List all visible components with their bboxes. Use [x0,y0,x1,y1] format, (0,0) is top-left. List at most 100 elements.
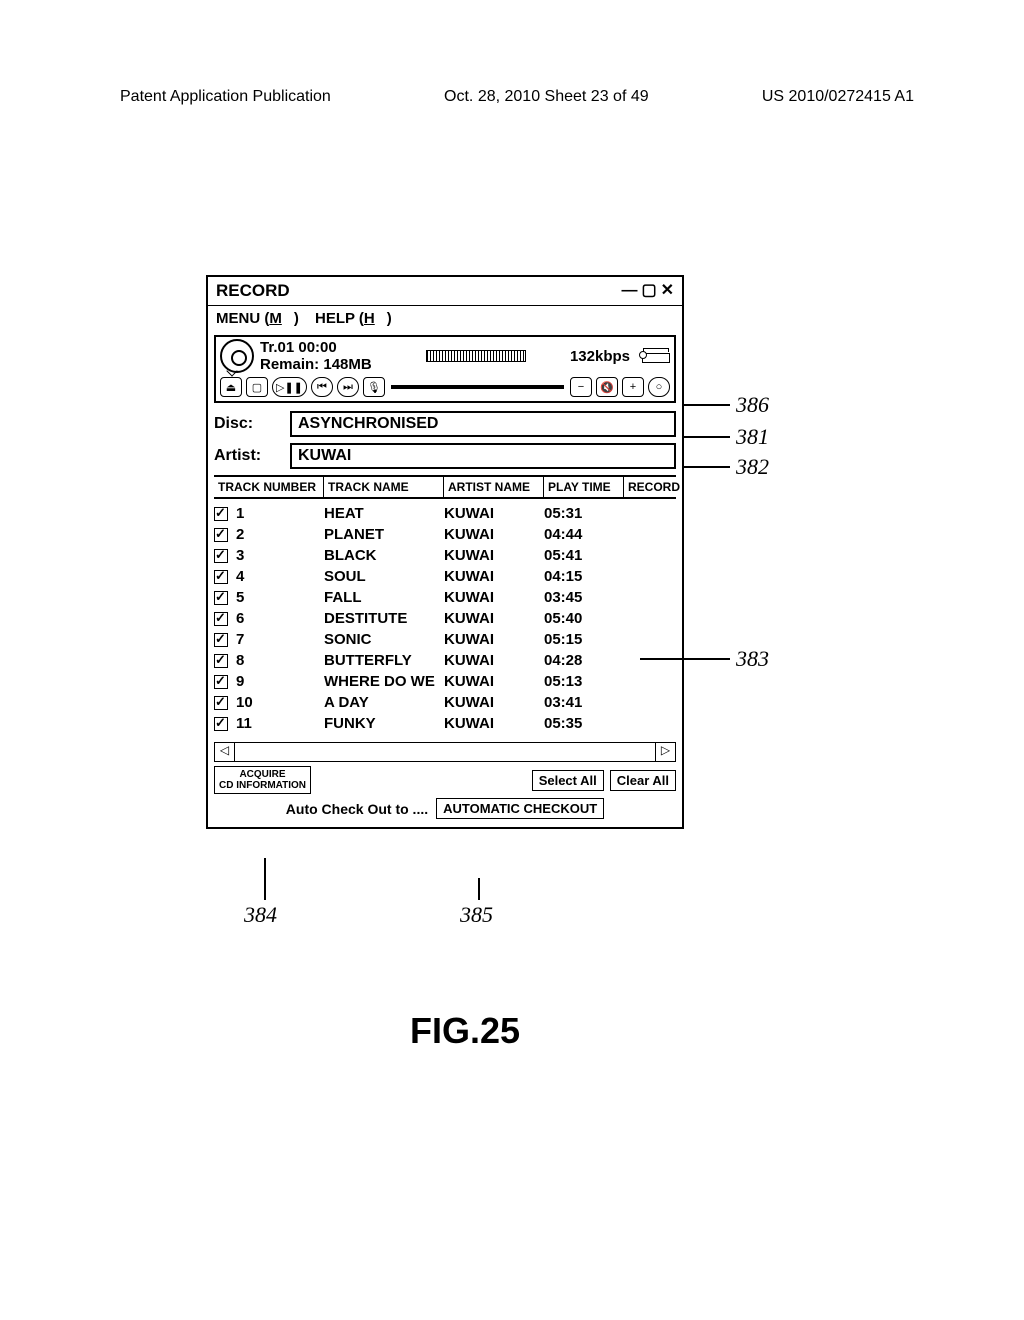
cell-track-name: FUNKY [324,715,444,732]
horizontal-scrollbar[interactable]: ◁ ▷ [214,742,676,762]
callout-382: 382 [736,454,769,480]
cell-track-name: SOUL [324,568,444,585]
stop-button[interactable]: ▢ [246,377,268,397]
auto-checkout-label: Auto Check Out to .... [286,801,428,817]
mic-button[interactable]: 🎙 [363,377,385,397]
next-button[interactable]: ⏭ [337,377,359,397]
callout-381: 381 [736,424,769,450]
clear-all-button[interactable]: Clear All [610,770,676,791]
window-title: RECORD [216,281,290,301]
disc-field[interactable]: ASYNCHRONISED [290,411,676,437]
checkbox-icon[interactable] [214,654,228,668]
cell-time: 05:40 [544,610,624,627]
callout-384: 384 [244,902,277,928]
table-row[interactable]: 9WHERE DO WEKUWAI05:13 [214,671,676,692]
table-row[interactable]: 10A DAYKUWAI03:41 [214,692,676,713]
table-row[interactable]: 2PLANETKUWAI04:44 [214,524,676,545]
checkbox-icon[interactable] [214,549,228,563]
cell-artist: KUWAI [444,505,544,522]
play-pause-button[interactable]: ▷❚❚ [272,377,307,397]
cell-track-name: BUTTERFLY [324,652,444,669]
cell-track-name: FALL [324,589,444,606]
checkbox-icon[interactable] [214,717,228,731]
callout-385: 385 [460,902,493,928]
remain-text: Remain: 148MB [260,356,372,373]
table-row[interactable]: 3BLACKKUWAI05:41 [214,545,676,566]
lead-386 [684,404,730,406]
select-all-button[interactable]: Select All [532,770,604,791]
cell-time: 04:15 [544,568,624,585]
table-row[interactable]: 11FUNKYKUWAI05:35 [214,713,676,734]
pub-date: Oct. 28, 2010 Sheet 23 of 49 [444,88,649,106]
automatic-checkout-button[interactable]: AUTOMATIC CHECKOUT [436,798,604,819]
checkbox-icon[interactable] [214,591,228,605]
cell-time: 05:13 [544,673,624,690]
cell-time: 04:28 [544,652,624,669]
col-play-time[interactable]: PLAY TIME [544,477,624,497]
speaker-icon: 🔇 [596,377,618,397]
minimize-icon[interactable]: — [621,283,637,299]
col-artist-name[interactable]: ARTIST NAME [444,477,544,497]
table-row[interactable]: 1HEATKUWAI05:31 [214,503,676,524]
disc-label: Disc: [214,415,282,433]
eject-button[interactable]: ⏏ [220,377,242,397]
figure-label: FIG.25 [410,1010,520,1052]
menu-menu[interactable]: MENU (M) [216,310,299,327]
acquire-cd-info-button[interactable]: ACQUIRE CD INFORMATION [214,766,311,794]
lead-381 [684,436,730,438]
close-icon[interactable]: ✕ [661,283,674,299]
lead-382 [684,466,730,468]
vol-up-button[interactable]: + [622,377,644,397]
scroll-right-icon[interactable]: ▷ [655,743,675,761]
cell-track-name: A DAY [324,694,444,711]
table-row[interactable]: 4SOULKUWAI04:15 [214,566,676,587]
lead-383 [640,658,730,660]
menu-help[interactable]: HELP (H) [315,310,392,327]
record-button[interactable]: ○ [648,377,670,397]
cell-artist: KUWAI [444,652,544,669]
cell-time: 05:31 [544,505,624,522]
table-row[interactable]: 5FALLKUWAI03:45 [214,587,676,608]
progress-bar [426,350,526,362]
cell-artist: KUWAI [444,631,544,648]
prev-button[interactable]: ⏮ [311,377,333,397]
col-track-number[interactable]: TRACK NUMBER [214,477,324,497]
disc-icon [220,339,254,373]
col-track-name[interactable]: TRACK NAME [324,477,444,497]
checkbox-icon[interactable] [214,528,228,542]
track-time: Tr.01 00:00 [260,339,372,356]
artist-field[interactable]: KUWAI [290,443,676,469]
table-row[interactable]: 8BUTTERFLYKUWAI04:28 [214,650,676,671]
bitrate-label: 132kbps [570,348,630,365]
cell-artist: KUWAI [444,526,544,543]
callout-386: 386 [736,392,769,418]
artist-label: Artist: [214,447,282,465]
cell-artist: KUWAI [444,673,544,690]
maximize-icon[interactable]: ▢ [641,283,656,299]
cell-artist: KUWAI [444,610,544,627]
table-row[interactable]: 7SONICKUWAI05:15 [214,629,676,650]
vol-down-button[interactable]: − [570,377,592,397]
checkbox-icon[interactable] [214,696,228,710]
cell-time: 05:41 [544,547,624,564]
cell-track-name: HEAT [324,505,444,522]
track-table: TRACK NUMBER TRACK NAME ARTIST NAME PLAY… [214,475,676,738]
cell-artist: KUWAI [444,715,544,732]
table-row[interactable]: 6DESTITUTEKUWAI05:40 [214,608,676,629]
bitrate-slider[interactable] [642,353,670,363]
cell-track-name: PLANET [324,526,444,543]
col-record[interactable]: RECORD [624,477,684,497]
checkbox-icon[interactable] [214,612,228,626]
cell-artist: KUWAI [444,694,544,711]
checkbox-icon[interactable] [214,570,228,584]
scroll-left-icon[interactable]: ◁ [215,743,235,761]
pub-number: US 2010/0272415 A1 [762,88,914,106]
seek-bar[interactable] [391,385,564,389]
checkbox-icon[interactable] [214,633,228,647]
cell-artist: KUWAI [444,547,544,564]
checkbox-icon[interactable] [214,507,228,521]
player-panel: Tr.01 00:00 Remain: 148MB 132kbps ⏏ ▢ ▷❚… [214,335,676,403]
titlebar: RECORD — ▢ ✕ [208,277,682,306]
checkbox-icon[interactable] [214,675,228,689]
cell-time: 03:41 [544,694,624,711]
